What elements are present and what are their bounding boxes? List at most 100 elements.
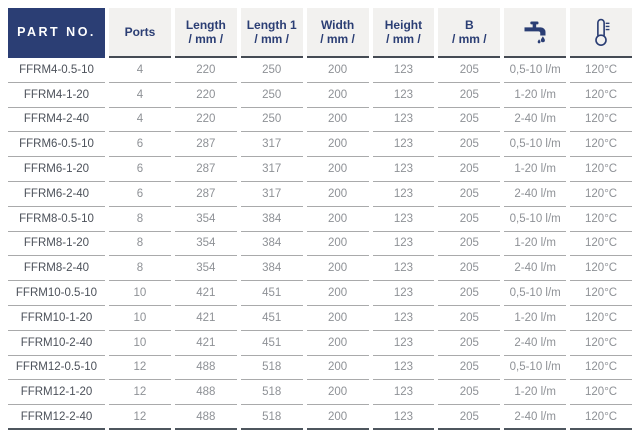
cell-height: 123 [372,231,435,257]
cell-length-1: 384 [240,231,303,257]
cell-height: 123 [372,355,435,381]
cell-height: 123 [372,281,435,306]
header-length: Length / mm / [174,8,237,58]
cell-b: 205 [438,157,501,182]
cell-width: 200 [306,206,369,232]
cell-max-temp: 120°C [570,355,632,381]
cell-flow-rate: 1-20 l/m [504,82,567,108]
cell-width: 200 [306,157,369,182]
cell-b: 205 [438,330,501,356]
cell-b: 205 [438,107,501,133]
cell-ports: 6 [109,157,171,182]
cell-length: 287 [174,181,237,207]
cell-part-no: FFRM4-1-20 [8,82,105,108]
cell-ports: 12 [109,405,171,430]
cell-b: 205 [438,231,501,257]
cell-part-no: FFRM4-2-40 [8,107,105,133]
cell-length: 488 [174,355,237,381]
cell-length-1: 250 [240,82,303,108]
cell-length-1: 518 [240,355,303,381]
cell-b: 205 [438,281,501,306]
cell-length-1: 518 [240,380,303,406]
header-length-1: Length 1 / mm / [240,8,303,58]
cell-flow-rate: 1-20 l/m [504,157,567,182]
cell-max-temp: 120°C [570,132,632,158]
table-header: PART NO. Ports Length / mm / Length 1 / … [8,8,632,58]
cell-ports: 10 [109,281,171,306]
cell-width: 200 [306,330,369,356]
cell-flow-rate: 2-40 l/m [504,107,567,133]
cell-height: 123 [372,82,435,108]
cell-width: 200 [306,281,369,306]
cell-part-no: FFRM10-2-40 [8,330,105,356]
cell-part-no: FFRM12-2-40 [8,405,105,430]
cell-length: 220 [174,107,237,133]
cell-width: 200 [306,181,369,207]
cell-b: 205 [438,206,501,232]
header-flow-rate [504,8,567,58]
cell-width: 200 [306,231,369,257]
cell-part-no: FFRM10-0.5-10 [8,281,105,306]
cell-length: 354 [174,231,237,257]
cell-flow-rate: 0,5-10 l/m [504,206,567,232]
cell-ports: 10 [109,330,171,356]
cell-length: 354 [174,256,237,282]
cell-max-temp: 120°C [570,231,632,257]
cell-max-temp: 120°C [570,305,632,331]
cell-max-temp: 120°C [570,330,632,356]
cell-ports: 4 [109,82,171,108]
cell-max-temp: 120°C [570,206,632,232]
cell-max-temp: 120°C [570,181,632,207]
cell-flow-rate: 1-20 l/m [504,305,567,331]
cell-height: 123 [372,380,435,406]
cell-part-no: FFRM8-2-40 [8,256,105,282]
header-part-no: PART NO. [8,8,105,58]
cell-max-temp: 120°C [570,107,632,133]
cell-part-no: FFRM12-0.5-10 [8,355,105,381]
header-height: Height / mm / [372,8,435,58]
cell-max-temp: 120°C [570,405,632,430]
cell-b: 205 [438,256,501,282]
cell-length-1: 451 [240,330,303,356]
cell-width: 200 [306,380,369,406]
cell-height: 123 [372,330,435,356]
cell-b: 205 [438,405,501,430]
cell-part-no: FFRM12-1-20 [8,380,105,406]
cell-length: 488 [174,380,237,406]
header-part-no-label: PART NO. [17,24,96,39]
thermometer-icon [591,17,611,47]
cell-length-1: 317 [240,157,303,182]
cell-height: 123 [372,58,435,83]
cell-b: 205 [438,181,501,207]
cell-ports: 10 [109,305,171,331]
cell-part-no: FFRM6-2-40 [8,181,105,207]
cell-flow-rate: 1-20 l/m [504,380,567,406]
cell-flow-rate: 2-40 l/m [504,330,567,356]
cell-width: 200 [306,355,369,381]
cell-flow-rate: 0,5-10 l/m [504,281,567,306]
cell-ports: 6 [109,132,171,158]
cell-width: 200 [306,82,369,108]
cell-flow-rate: 2-40 l/m [504,181,567,207]
cell-flow-rate: 0,5-10 l/m [504,355,567,381]
cell-flow-rate: 0,5-10 l/m [504,132,567,158]
cell-length-1: 250 [240,107,303,133]
cell-part-no: FFRM8-0.5-10 [8,206,105,232]
cell-height: 123 [372,107,435,133]
cell-width: 200 [306,132,369,158]
header-width: Width / mm / [306,8,369,58]
cell-part-no: FFRM6-1-20 [8,157,105,182]
cell-length-1: 451 [240,281,303,306]
cell-b: 205 [438,58,501,83]
cell-length: 421 [174,305,237,331]
cell-ports: 12 [109,380,171,406]
cell-length: 287 [174,157,237,182]
cell-max-temp: 120°C [570,281,632,306]
cell-length-1: 317 [240,132,303,158]
header-max-temperature [570,8,632,58]
cell-height: 123 [372,305,435,331]
cell-length: 354 [174,206,237,232]
cell-length-1: 518 [240,405,303,430]
cell-length-1: 384 [240,256,303,282]
cell-b: 205 [438,82,501,108]
